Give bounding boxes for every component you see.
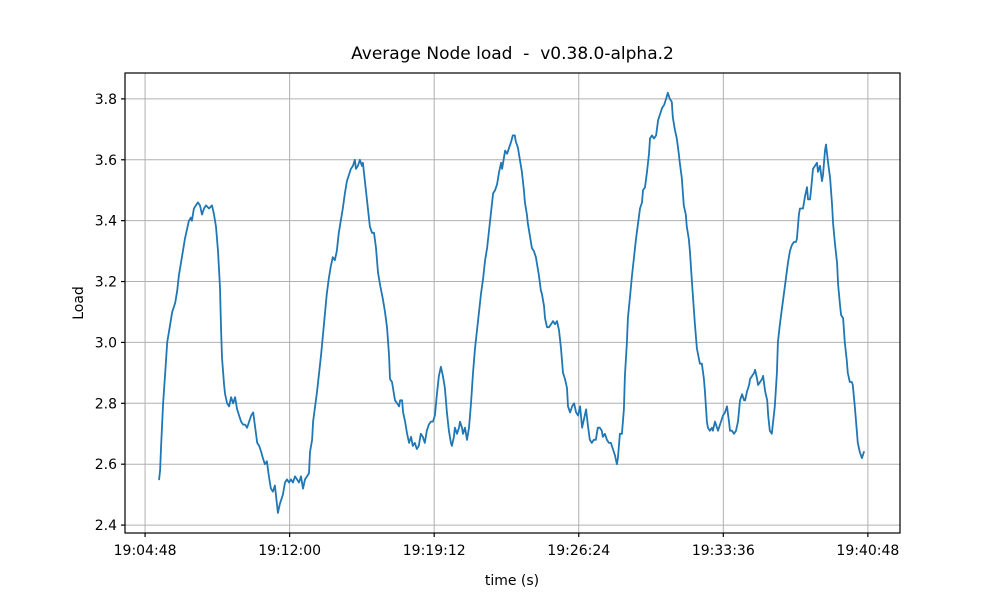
chart-title: Average Node load - v0.38.0-alpha.2 <box>351 44 674 64</box>
plot-border <box>124 72 901 534</box>
y-axis-label: Load <box>71 286 87 320</box>
x-axis-label: time (s) <box>484 573 540 589</box>
y-tick-label: 3.0 <box>95 335 117 351</box>
x-tick-label: 19:26:24 <box>547 543 610 559</box>
x-tick-label: 19:33:36 <box>692 543 755 559</box>
y-tick-label: 3.4 <box>95 214 117 230</box>
y-tick-label: 2.6 <box>95 457 117 473</box>
y-tick-label: 2.8 <box>95 396 117 412</box>
y-tick-label: 3.8 <box>95 92 117 108</box>
x-tick-label: 19:12:00 <box>258 543 321 559</box>
data-line-average-node-load <box>158 91 865 514</box>
y-tick-label: 3.2 <box>95 275 117 291</box>
y-tick-label: 2.4 <box>95 518 117 534</box>
y-tick-label: 3.6 <box>95 153 117 169</box>
x-tick-label: 19:19:12 <box>403 543 466 559</box>
x-tick-label: 19:04:48 <box>114 543 177 559</box>
x-tick-label: 19:40:48 <box>836 543 899 559</box>
